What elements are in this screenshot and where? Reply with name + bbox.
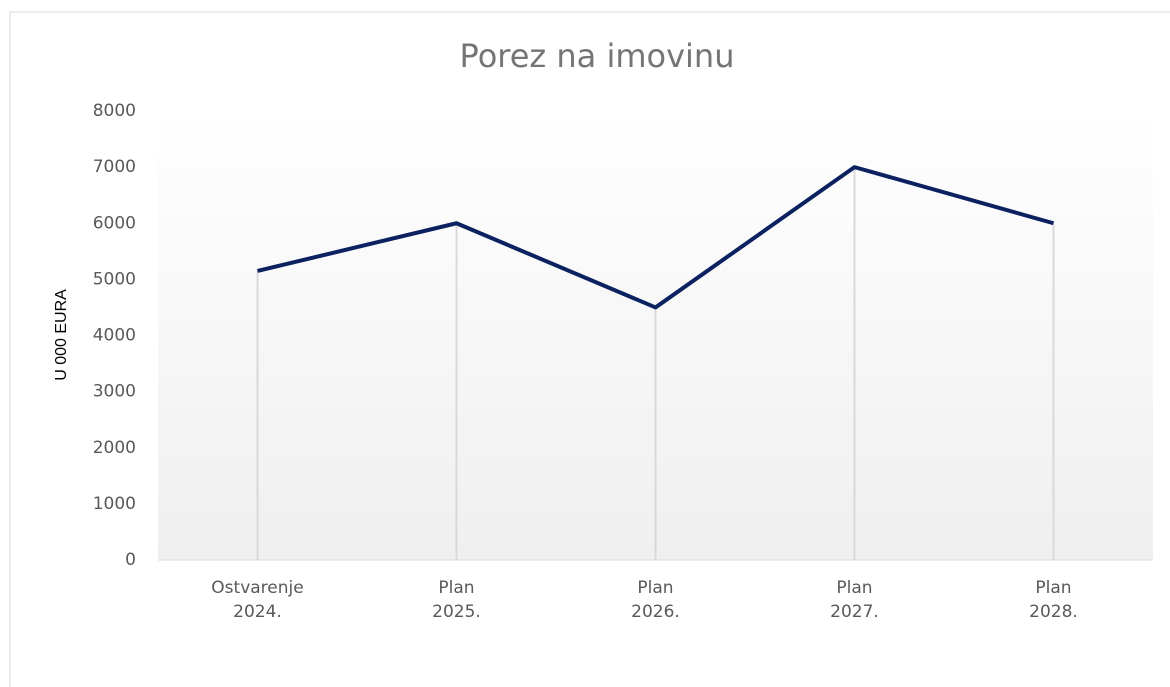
y-tick-label: 6000	[93, 213, 136, 233]
x-tick-label: Plan 2027.	[830, 578, 879, 622]
x-tick-label: Plan 2028.	[1029, 578, 1078, 622]
y-tick-label: 1000	[93, 494, 136, 514]
y-tick-label: 8000	[93, 101, 136, 121]
y-tick-label: 0	[125, 550, 136, 570]
y-tick-label: 3000	[93, 382, 136, 402]
y-axis-label: U 000 EURA	[53, 289, 70, 381]
chart-border	[9, 11, 1170, 687]
x-tick-label: Ostvarenje 2024.	[211, 578, 304, 622]
y-tick-label: 4000	[93, 326, 136, 346]
line-series	[257, 165, 1055, 310]
chart-title: Porez na imovinu	[460, 37, 735, 75]
y-tick-label: 2000	[93, 438, 136, 458]
y-tick-label: 5000	[93, 269, 136, 289]
x-tick-label: Plan 2026.	[631, 578, 680, 622]
x-tick-label: Plan 2025.	[432, 578, 481, 622]
y-tick-label: 7000	[93, 157, 136, 177]
